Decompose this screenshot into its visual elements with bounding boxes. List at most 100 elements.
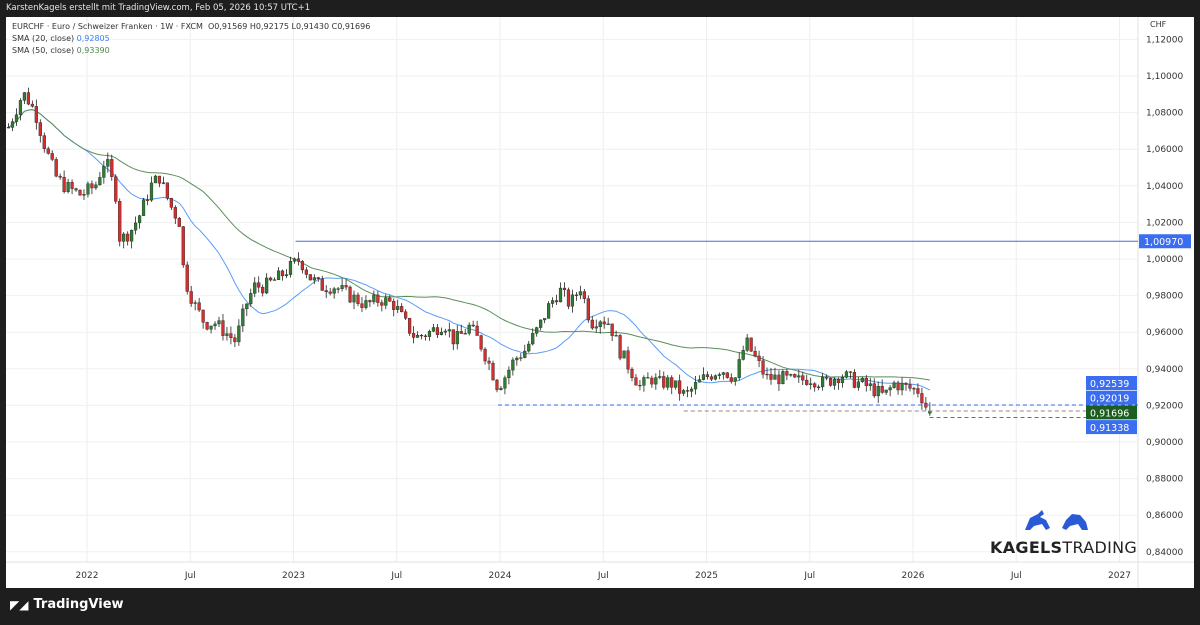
candle-body (408, 318, 412, 334)
candle-body (225, 333, 229, 336)
candle (761, 355, 765, 379)
candle-body (864, 377, 868, 386)
candle (106, 152, 110, 173)
candle-body (447, 329, 451, 332)
candle (888, 385, 892, 397)
candle-body (912, 388, 916, 390)
sma20-label[interactable]: SMA (20, close) (12, 34, 75, 43)
candle-body (725, 372, 729, 378)
candle-body (161, 182, 166, 184)
candle-body (876, 386, 880, 397)
candle (590, 316, 594, 330)
candle (805, 374, 809, 386)
candle (118, 198, 122, 247)
candle (396, 299, 400, 313)
candle-body (90, 183, 94, 189)
candle (479, 334, 483, 352)
candle (848, 371, 853, 379)
candle (912, 387, 916, 395)
candle-body (539, 319, 543, 328)
candle-body (860, 377, 864, 382)
candle-body (578, 291, 582, 296)
candle-body (459, 331, 463, 334)
candle-body (848, 371, 853, 373)
candle (662, 371, 666, 390)
candle (372, 290, 376, 305)
candle (193, 300, 197, 311)
candle (900, 377, 904, 396)
candle (241, 304, 245, 332)
symbol-info[interactable]: EURCHF · Euro / Schweizer Franken · 1W ·… (12, 22, 203, 31)
candle-body (650, 377, 654, 385)
candle-body (713, 375, 717, 380)
candle (300, 260, 304, 274)
candle (82, 189, 86, 200)
candle-body (749, 337, 753, 352)
candle (467, 322, 471, 336)
candle (709, 374, 714, 382)
candle-body (189, 291, 193, 304)
candle (777, 370, 781, 392)
candle (737, 352, 741, 381)
candle-body (106, 159, 110, 167)
candle (18, 98, 23, 121)
candle-body (364, 300, 368, 308)
candle-body (543, 318, 547, 321)
candle-body (562, 287, 567, 291)
candle (54, 156, 58, 178)
candle-body (753, 350, 757, 357)
tradingview-logo[interactable]: ◤◢ TradingView (10, 597, 124, 612)
candle-body (455, 331, 459, 345)
candle-body (82, 194, 86, 196)
candle-body (852, 372, 856, 388)
candle (451, 329, 455, 351)
sma50-label[interactable]: SMA (50, close) (12, 46, 75, 55)
candle (62, 170, 66, 194)
candle-body (519, 357, 523, 359)
candle (503, 375, 507, 395)
candle (50, 150, 54, 162)
candle (523, 344, 527, 359)
candle-body (368, 300, 372, 303)
candle-body (229, 333, 233, 338)
candle-body (137, 215, 142, 224)
candle-body (157, 175, 162, 184)
candle (94, 181, 98, 190)
candle-body (134, 222, 138, 231)
candle-body (122, 233, 126, 242)
y-tick-label: 0,98000 (1146, 292, 1183, 302)
bull-bear-icon (1025, 510, 1088, 530)
candle-body (114, 176, 118, 202)
candle (725, 372, 729, 379)
logo-text-light: TRADING (1062, 538, 1138, 557)
candle (288, 256, 293, 278)
candle-body (94, 184, 98, 189)
candle-body (320, 278, 324, 291)
candle (141, 197, 146, 216)
y-tick-label: 1,00000 (1146, 255, 1183, 265)
candle (145, 194, 150, 206)
y-tick-label: 0,92000 (1146, 401, 1183, 411)
candle (594, 319, 598, 333)
candle-body (685, 390, 690, 392)
candle-body (471, 324, 475, 327)
candle (102, 160, 106, 184)
candle (352, 290, 356, 310)
candle-body (126, 233, 130, 242)
candle (157, 175, 162, 188)
candle-body (141, 199, 146, 216)
candle-body (785, 371, 789, 376)
x-tick-label: 2027 (1108, 571, 1131, 581)
candle (741, 345, 745, 361)
candle (527, 340, 531, 353)
candle-body (558, 287, 563, 303)
candle (689, 386, 694, 398)
candle-body (10, 121, 15, 128)
x-tick-label: Jul (390, 571, 402, 581)
candle (785, 369, 789, 381)
price-label-line: 0,92019 (1090, 394, 1129, 405)
candle (439, 327, 443, 336)
candle (840, 374, 845, 388)
candle (793, 373, 797, 378)
